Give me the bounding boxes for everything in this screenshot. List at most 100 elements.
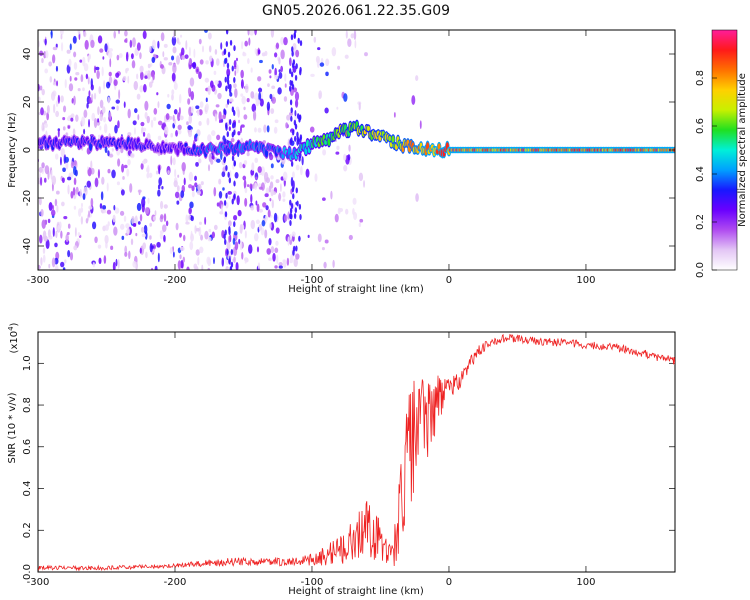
spectrogram-noise-cell bbox=[172, 63, 177, 74]
spectrogram-noise-cell bbox=[139, 85, 144, 93]
spectrogram-noise-cell bbox=[258, 208, 263, 213]
spectrogram-noise-cell bbox=[151, 39, 156, 50]
spectrogram-streak-cell bbox=[225, 165, 228, 172]
spectrogram-noise-cell bbox=[50, 31, 53, 35]
spectrogram-noise-cell bbox=[70, 191, 74, 199]
spectrogram-y-tick-label: 0 bbox=[22, 147, 33, 153]
spectrogram-noise-cell bbox=[132, 120, 137, 126]
spectrogram-noise-cell bbox=[134, 108, 138, 114]
spectrogram-noise-cell bbox=[265, 177, 271, 184]
spectrogram-noise-cell bbox=[211, 155, 215, 160]
spectrogram-noise-cell bbox=[177, 260, 182, 270]
spectrogram-noise-cell bbox=[80, 202, 84, 208]
spectrogram-noise-cell bbox=[287, 236, 290, 246]
spectrogram-noise-cell bbox=[54, 264, 59, 270]
spectrogram-noise-cell bbox=[196, 108, 200, 117]
spectrogram-streak-cell bbox=[289, 99, 293, 106]
spectrogram-noise-cell bbox=[147, 63, 151, 69]
spectrogram-noise-cell bbox=[108, 51, 113, 59]
spectrogram-noise-cell bbox=[56, 205, 59, 213]
spectrogram-noise-cell bbox=[153, 108, 158, 115]
spectrogram-noise-cell bbox=[158, 165, 161, 175]
spectrogram-noise-cell bbox=[48, 202, 53, 211]
spectrogram-noise-cell bbox=[167, 93, 170, 98]
spectrogram-noise-cell bbox=[94, 177, 99, 188]
spectrogram-noise-cell bbox=[198, 71, 202, 80]
spectrogram-noise-cell bbox=[215, 104, 220, 108]
spectrogram-noise-cell bbox=[249, 183, 253, 190]
spectrogram-noise-cell bbox=[60, 42, 64, 52]
spectrogram-streak-cell bbox=[233, 160, 236, 167]
spectrogram-noise-cell bbox=[330, 190, 333, 200]
spectrogram-noise-cell bbox=[131, 60, 136, 69]
spectrogram-streak-cell bbox=[289, 207, 293, 214]
spectrogram-noise-cell bbox=[336, 106, 339, 110]
spectrogram-noise-cell bbox=[200, 234, 204, 241]
spectrogram-noise-cell bbox=[83, 63, 89, 72]
spectrogram-noise-cell bbox=[82, 87, 85, 92]
spectrogram-noise-cell bbox=[77, 30, 81, 35]
spectrogram-noise-cell bbox=[157, 101, 160, 109]
spectrogram-noise-cell bbox=[42, 254, 46, 263]
spectrogram-noise-cell bbox=[232, 237, 236, 245]
spectrogram-noise-cell bbox=[97, 118, 100, 123]
spectrogram-noise-cell bbox=[93, 92, 97, 100]
spectrogram-noise-cell bbox=[282, 191, 286, 198]
spectrogram-noise-cell bbox=[69, 75, 72, 82]
spectrogram-noise-cell bbox=[127, 108, 131, 119]
spectrogram-streak-cell bbox=[225, 85, 228, 92]
spectrogram-streak-cell bbox=[231, 198, 234, 205]
spectrogram-noise-cell bbox=[69, 43, 72, 51]
spectrogram-noise-cell bbox=[63, 216, 68, 220]
spectrogram-noise-cell bbox=[254, 48, 257, 55]
spectrogram-noise-cell bbox=[282, 259, 287, 268]
spectrogram-noise-cell bbox=[274, 52, 278, 58]
spectrogram-noise-cell bbox=[193, 48, 196, 59]
spectrogram-noise-cell bbox=[162, 51, 165, 58]
spectrogram-noise-cell bbox=[313, 36, 317, 43]
spectrogram-noise-cell bbox=[51, 257, 56, 268]
spectrogram-noise-cell bbox=[208, 45, 212, 53]
spectrogram-noise-cell bbox=[199, 246, 204, 254]
spectrogram-noise-cell bbox=[106, 209, 112, 215]
spectrogram-noise-cell bbox=[163, 43, 168, 48]
spectrogram-noise-cell bbox=[170, 132, 174, 138]
spectrogram-streak-cell bbox=[293, 33, 296, 40]
spectrogram-noise-cell bbox=[415, 193, 419, 202]
spectrogram-noise-cell bbox=[115, 99, 120, 104]
spectrogram-noise-cell bbox=[188, 46, 191, 57]
spectrogram-noise-cell bbox=[180, 190, 185, 198]
spectrogram-noise-cell bbox=[257, 166, 262, 173]
spectrogram-noise-cell bbox=[239, 224, 243, 234]
spectrogram-streak-cell bbox=[223, 233, 226, 240]
spectrogram-noise-cell bbox=[201, 264, 204, 270]
spectrogram-noise-cell bbox=[179, 232, 182, 238]
spectrogram-noise-cell bbox=[411, 95, 416, 105]
spectrogram-noise-cell bbox=[136, 42, 141, 51]
spectrogram-noise-cell bbox=[117, 120, 120, 129]
spectrogram-noise-cell bbox=[55, 190, 60, 195]
spectrogram-noise-cell bbox=[142, 83, 147, 93]
spectrogram-noise-cell bbox=[228, 220, 232, 227]
spectrogram-noise-cell bbox=[83, 128, 86, 135]
spectrogram-noise-cell bbox=[102, 205, 107, 210]
snr-y-multiplier: (x104) bbox=[7, 322, 20, 353]
spectrogram-noise-cell bbox=[218, 119, 222, 124]
spectrogram-noise-cell bbox=[242, 52, 247, 57]
spectrogram-noise-cell bbox=[134, 127, 136, 135]
spectrogram-noise-cell bbox=[261, 220, 266, 227]
spectrogram-noise-cell bbox=[314, 173, 318, 182]
spectrogram-noise-cell bbox=[274, 67, 277, 77]
spectrogram-noise-cell bbox=[273, 74, 279, 80]
spectrogram-noise-cell bbox=[238, 119, 241, 124]
spectrogram-noise-cell bbox=[103, 255, 107, 264]
spectrogram-noise-cell bbox=[271, 85, 276, 90]
spectrogram-noise-cell bbox=[101, 66, 104, 77]
spectrogram-noise-cell bbox=[233, 231, 238, 236]
spectrogram-noise-cell bbox=[187, 125, 192, 131]
spectrogram-noise-cell bbox=[88, 210, 90, 218]
spectrogram-streak-cell bbox=[231, 106, 235, 113]
spectrogram-noise-cell bbox=[72, 35, 77, 44]
spectrogram-noise-cell bbox=[178, 93, 182, 104]
spectrogram-noise-cell bbox=[161, 185, 164, 190]
